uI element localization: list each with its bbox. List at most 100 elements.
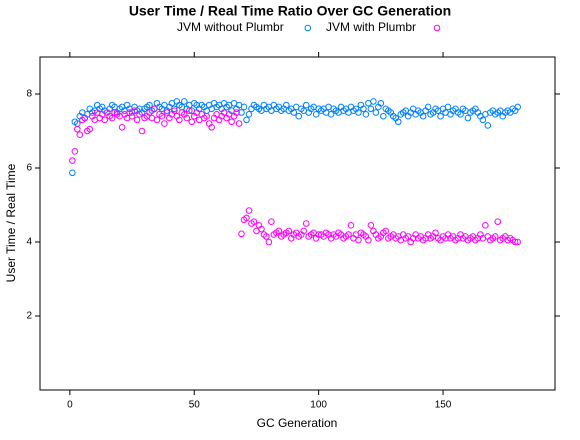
y-axis-label: User Time / Real Time xyxy=(4,163,18,282)
data-point xyxy=(243,116,250,124)
data-point xyxy=(268,218,275,225)
data-point xyxy=(419,112,427,120)
data-point xyxy=(146,109,153,116)
data-point xyxy=(514,103,521,111)
y-tick-label: 4 xyxy=(26,237,32,248)
data-point xyxy=(74,125,81,133)
data-point xyxy=(188,118,196,126)
data-point xyxy=(295,112,303,120)
legend-text: JVM without Plumbr xyxy=(177,20,284,34)
data-point xyxy=(151,105,158,113)
x-axis-label: GC Generation xyxy=(257,416,338,430)
data-point xyxy=(300,227,308,235)
data-point xyxy=(367,222,375,229)
legend-marker xyxy=(433,24,441,32)
data-point xyxy=(457,111,464,118)
data-point xyxy=(464,114,472,122)
data-point xyxy=(494,218,502,225)
data-point xyxy=(347,222,355,229)
data-point xyxy=(302,220,310,227)
data-point xyxy=(283,101,290,109)
data-point xyxy=(360,105,367,113)
data-point xyxy=(118,124,126,131)
data-point xyxy=(444,103,452,111)
data-point xyxy=(69,169,76,177)
data-point xyxy=(511,238,519,246)
legend-text: JVM with Plumbr xyxy=(326,20,416,34)
data-point xyxy=(263,233,270,240)
data-point xyxy=(514,238,521,246)
data-point xyxy=(86,125,94,133)
data-point xyxy=(355,236,362,244)
y-tick-label: 2 xyxy=(26,311,32,322)
data-point xyxy=(108,114,116,122)
data-point xyxy=(362,111,370,118)
data-point xyxy=(484,122,492,129)
y-tick-label: 6 xyxy=(26,163,32,174)
data-point xyxy=(250,218,258,225)
data-point xyxy=(136,111,143,118)
data-point xyxy=(377,99,385,107)
data-point xyxy=(208,124,215,131)
data-point xyxy=(432,229,439,237)
data-point xyxy=(382,227,390,235)
data-point xyxy=(133,116,141,124)
x-tick-label: 150 xyxy=(435,400,452,411)
x-tick-label: 100 xyxy=(310,400,327,411)
data-point xyxy=(302,101,310,109)
data-point xyxy=(380,112,387,120)
data-point xyxy=(176,116,183,124)
data-point xyxy=(238,109,245,116)
data-point xyxy=(355,109,362,116)
data-point xyxy=(138,127,146,135)
data-point xyxy=(370,98,377,105)
chart-title: User Time / Real Time Ratio Over GC Gene… xyxy=(129,3,451,19)
data-point xyxy=(128,112,136,120)
x-tick-label: 0 xyxy=(67,400,73,411)
data-point xyxy=(185,107,193,114)
data-point xyxy=(233,109,240,116)
data-point xyxy=(365,236,372,244)
data-point xyxy=(158,112,166,120)
data-point xyxy=(180,98,188,105)
data-point xyxy=(240,103,248,111)
data-point xyxy=(171,105,178,113)
data-point xyxy=(245,207,253,214)
data-point xyxy=(367,105,375,113)
data-point xyxy=(171,107,178,114)
data-point xyxy=(238,230,245,238)
data-point xyxy=(228,118,235,126)
data-point xyxy=(153,116,161,124)
data-point xyxy=(285,227,293,235)
data-point xyxy=(424,103,432,111)
data-point xyxy=(258,225,265,233)
data-point xyxy=(131,107,138,114)
y-tick-label: 8 xyxy=(26,89,32,100)
data-point xyxy=(161,120,168,127)
data-point xyxy=(183,114,191,122)
data-point xyxy=(312,111,320,118)
data-point xyxy=(491,233,499,240)
plot-frame xyxy=(39,56,556,391)
data-point xyxy=(69,157,76,164)
data-point xyxy=(372,109,380,116)
data-point xyxy=(290,109,298,116)
data-point xyxy=(327,111,335,118)
data-point xyxy=(345,231,352,238)
data-point xyxy=(265,238,273,246)
data-point xyxy=(482,222,489,229)
data-point xyxy=(275,227,283,235)
data-point xyxy=(394,118,402,126)
data-point xyxy=(146,101,153,109)
x-tick-label: 50 xyxy=(189,400,201,411)
legend-marker xyxy=(304,24,312,32)
data-point xyxy=(71,148,79,155)
data-point xyxy=(76,131,84,138)
data-point xyxy=(81,114,89,122)
data-point xyxy=(243,214,250,222)
data-point xyxy=(203,112,210,120)
data-point xyxy=(437,112,444,120)
data-point xyxy=(479,116,487,124)
data-point xyxy=(245,111,253,118)
